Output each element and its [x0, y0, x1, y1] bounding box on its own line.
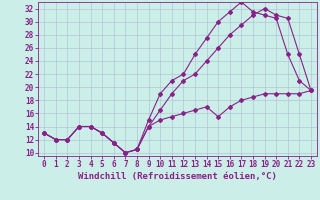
X-axis label: Windchill (Refroidissement éolien,°C): Windchill (Refroidissement éolien,°C) — [78, 172, 277, 181]
